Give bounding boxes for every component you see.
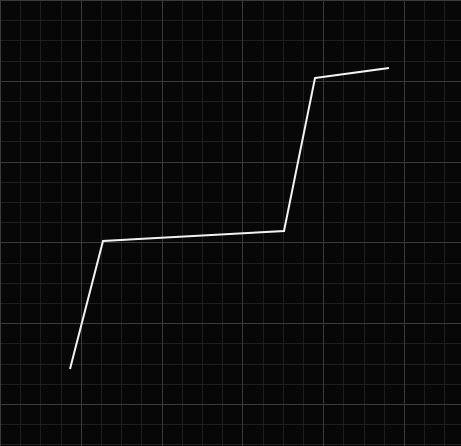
polyline-shape[interactable]: [69, 67, 390, 370]
